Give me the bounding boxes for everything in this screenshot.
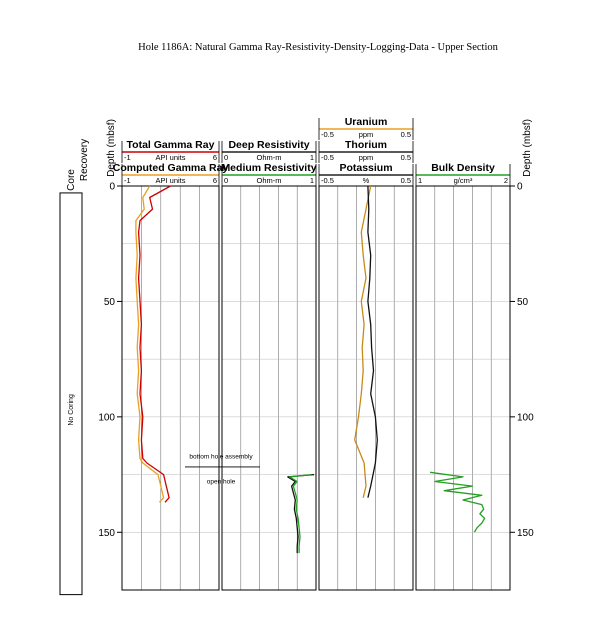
series-line-computed-gamma-ray [135, 185, 165, 503]
header-name: Computed Gamma Ray [113, 162, 229, 174]
track-density: Bulk Density 1 g/cm³ 2 [415, 162, 511, 591]
no-coring-label: No Coring [68, 394, 75, 426]
series-line-uranium [354, 185, 372, 498]
header-unit: ppm [359, 153, 374, 162]
header-min: -1 [124, 176, 131, 185]
header-unit: Ohm-m [257, 176, 282, 185]
recovery-header: Recovery [79, 139, 90, 181]
header-name: Thorium [345, 139, 387, 151]
annotation-label: bottom hole assembly [189, 453, 253, 460]
annotation-label: open hole [207, 478, 236, 485]
depth-tick-label-left: 150 [98, 528, 115, 539]
header-unit: % [363, 176, 370, 185]
depth-tick-label-left: 100 [98, 412, 115, 423]
header-unit: API units [155, 176, 185, 185]
series-line-deep-resistivity [287, 473, 315, 554]
track-header: Medium Resistivity 0 Ohm-m 1 [221, 162, 317, 186]
track-header: Potassium -0.5% 0.5 [318, 162, 414, 186]
header-max: 1 [310, 153, 314, 162]
depth-tick-label-left: 50 [104, 297, 116, 308]
track-header: Bulk Density 1 g/cm³ 2 [415, 162, 511, 186]
track-header: Computed Gamma Ray -1 API units 6 [113, 162, 229, 186]
header-max: 0.5 [401, 176, 411, 185]
header-max: 6 [213, 176, 217, 185]
track-frame [415, 185, 511, 591]
depth-tick-label-right: 0 [517, 182, 523, 193]
header-min: 0 [224, 176, 228, 185]
no-coring-box [59, 192, 83, 596]
header-name: Uranium [345, 116, 388, 128]
header-max: 0.5 [401, 130, 411, 139]
depth-axis-label-left: Depth (mbsf) [106, 119, 117, 177]
depth-tick-label-right: 50 [517, 297, 529, 308]
track-header: Total Gamma Ray -1 API units 6 [121, 139, 220, 163]
header-unit: Ohm-m [257, 153, 282, 162]
series-line-bulk-density [430, 471, 486, 533]
header-unit: ppm [359, 130, 374, 139]
track-header: Uranium -0.5 ppm 0.5 [318, 116, 414, 140]
header-name: Total Gamma Ray [127, 139, 215, 151]
header-min: -0.5 [321, 176, 334, 185]
header-unit: g/cm³ [454, 176, 473, 185]
track-header: Thorium -0.5 ppm 0.5 [318, 139, 414, 163]
header-max: 0.5 [401, 153, 411, 162]
series-line-thorium [367, 185, 378, 498]
header-min: 0 [224, 153, 228, 162]
header-unit: API units [155, 153, 185, 162]
depth-tick-label-right: 100 [517, 412, 534, 423]
core-recovery-column: Core Recovery No Coring [59, 139, 90, 596]
depth-tick-label-right: 150 [517, 528, 534, 539]
header-min: -0.5 [321, 153, 334, 162]
depth-axis-label-right: Depth (mbsf) [522, 119, 533, 177]
header-min: -0.5 [321, 130, 334, 139]
header-max: 1 [310, 176, 314, 185]
header-name: Medium Resistivity [221, 162, 316, 174]
depth-tick-label-left: 0 [109, 182, 115, 193]
core-header: Core [66, 169, 77, 191]
series-line-medium-resistivity [289, 473, 312, 554]
header-max: 6 [213, 153, 217, 162]
track-frame [318, 185, 414, 591]
track-frame [221, 185, 317, 591]
header-name: Bulk Density [431, 162, 495, 174]
header-min: 1 [418, 176, 422, 185]
chart-title: Hole 1186A: Natural Gamma Ray-Resistivit… [138, 42, 498, 53]
header-name: Potassium [339, 162, 392, 174]
header-name: Deep Resistivity [228, 139, 309, 151]
header-min: -1 [124, 153, 131, 162]
header-max: 2 [504, 176, 508, 185]
series-line-total-gamma-ray [137, 185, 171, 503]
